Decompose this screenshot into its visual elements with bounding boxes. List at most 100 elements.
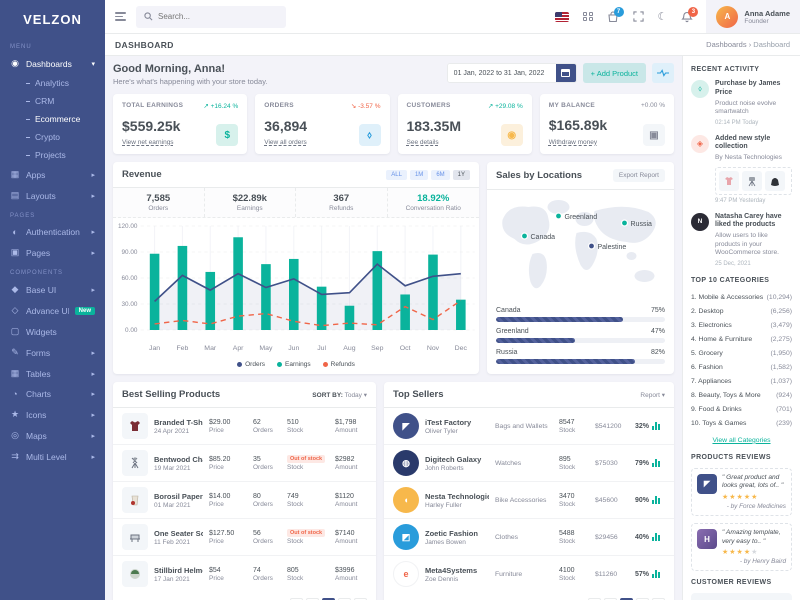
topbar: 7 ☾ 3 A Anna Adame Founder: [105, 0, 800, 34]
best-selling-title: Best Selling Products: [122, 389, 221, 400]
activity-thumb-camera[interactable]: [742, 170, 762, 191]
notifications-button[interactable]: 3: [681, 6, 699, 23]
prev-page-button[interactable]: ←: [588, 598, 601, 600]
category-row[interactable]: 2. Desktop (6,256): [691, 308, 792, 316]
map-marker-palestine[interactable]: Palestine: [587, 242, 627, 251]
sidebar-item-maps[interactable]: ◎ Maps ▸: [11, 430, 95, 441]
hamburger-menu-button[interactable]: [115, 12, 126, 21]
next-page-button[interactable]: →: [354, 598, 367, 600]
chevron-right-icon: ▸: [91, 453, 95, 461]
dark-mode-button[interactable]: ☾: [658, 10, 668, 23]
sidebar-item-crypto[interactable]: Crypto: [0, 128, 105, 146]
sidebar-item-projects[interactable]: Projects: [0, 146, 105, 164]
calendar-button[interactable]: [555, 64, 576, 82]
category-row[interactable]: 7. Appliances (1,037): [691, 378, 792, 386]
table-row[interactable]: ◩ Zoetic Fashion James Bowen Clothes 5488…: [384, 519, 674, 556]
sidebar-item-apps[interactable]: ▦ Apps ▸: [10, 169, 95, 180]
category-row[interactable]: 6. Fashion (1,582): [691, 364, 792, 372]
sidebar-item-forms[interactable]: ✎ Forms ▸: [11, 347, 95, 358]
category-row[interactable]: 3. Electronics (3,479): [691, 322, 792, 330]
fullscreen-button[interactable]: [632, 11, 644, 22]
category-row[interactable]: 5. Grocery (1,950): [691, 350, 792, 358]
search-input[interactable]: [158, 12, 278, 21]
sidebar-item-authentication[interactable]: ◐ Authentication ▸: [0, 222, 105, 242]
page-button[interactable]: 1: [306, 598, 319, 600]
category-row[interactable]: 8. Beauty, Toys & More (924): [691, 392, 792, 400]
sidebar-item-advance-ui[interactable]: ◇ Advance UI New: [0, 300, 105, 321]
sidebar-item-charts[interactable]: ◔ Charts ▸: [0, 384, 105, 404]
seller-company: iTest Factory: [425, 417, 472, 427]
chevron-right-icon: ▸: [91, 192, 95, 200]
activity-item[interactable]: ◈ Added new style collection By Nesta Te…: [691, 134, 792, 204]
activity-item[interactable]: N Natasha Carey have liked the products …: [691, 212, 792, 267]
product-review-card[interactable]: H " Amazing template, very easy to.. " ★…: [691, 523, 792, 572]
sort-by-dropdown[interactable]: SORT BY: Today ▾: [312, 391, 367, 399]
map-marker-greenland[interactable]: Greenland: [554, 212, 598, 221]
sidebar-item-dashboards[interactable]: ◉ Dashboards ▾: [11, 58, 95, 69]
page-button[interactable]: 1: [604, 598, 617, 600]
page-button[interactable]: 3: [636, 598, 649, 600]
user-menu[interactable]: A Anna Adame Founder: [706, 0, 800, 33]
sidebar-item-ecommerce[interactable]: Ecommerce: [0, 110, 105, 128]
table-row[interactable]: Borosil Paper Cup01 Mar 2021 $14.00Price…: [113, 482, 376, 519]
sidebar-item-tables[interactable]: ▦ Tables ▸: [10, 368, 95, 379]
kpi-link[interactable]: Withdraw money: [548, 139, 598, 146]
chevron-right-icon: ▸: [91, 349, 95, 357]
next-page-button[interactable]: →: [652, 598, 665, 600]
activity-button[interactable]: [652, 63, 674, 83]
product-date: 24 Apr 2021: [154, 427, 190, 435]
sidebar-item-pages[interactable]: ▣ Pages ▸: [10, 247, 95, 258]
table-row[interactable]: Branded T-Shirts24 Apr 2021 $29.00Price …: [113, 408, 376, 445]
range-1y-button[interactable]: 1Y: [452, 169, 470, 180]
page-button[interactable]: 3: [338, 598, 351, 600]
view-all-categories-link[interactable]: View all Categories: [712, 436, 771, 444]
kpi-link[interactable]: View net earnings: [122, 139, 174, 146]
sidebar-item-base-ui[interactable]: ◆ Base UI ▸: [11, 284, 95, 295]
table-row[interactable]: One Seater Sofa11 Feb 2021 $127.50Price …: [113, 519, 376, 556]
svg-text:Feb: Feb: [176, 345, 188, 352]
map-marker-russia[interactable]: Russia: [620, 219, 653, 228]
language-flag-button[interactable]: [555, 11, 570, 22]
range-6m-button[interactable]: 6M: [431, 169, 450, 180]
export-report-button[interactable]: Export Report: [612, 169, 665, 182]
activity-thumb-bag[interactable]: [765, 170, 785, 191]
table-row[interactable]: ◍ Digitech Galaxy John Roberts Watches 89…: [384, 445, 674, 482]
cart-button[interactable]: 7: [607, 6, 624, 23]
svg-text:May: May: [259, 345, 273, 352]
map-marker-canada[interactable]: Canada: [520, 232, 556, 241]
table-row[interactable]: e Meta4Systems Zoe Dennis Furniture 4100 S…: [384, 556, 674, 592]
sidebar-item-widgets[interactable]: ▢ Widgets: [10, 326, 57, 337]
breadcrumb-parent[interactable]: Dashboards: [706, 40, 747, 49]
page-button-active[interactable]: 2: [322, 598, 335, 600]
app-logo[interactable]: VELZON: [23, 12, 82, 27]
prev-page-button[interactable]: ←: [290, 598, 303, 600]
kpi-row: TOTAL EARNINGS ↗ +16.24 % $559.25k View n…: [113, 94, 674, 154]
category-row[interactable]: 1. Mobile & Accessories (10,294): [691, 294, 792, 302]
category-row[interactable]: 4. Home & Furniture (2,275): [691, 336, 792, 344]
category-row[interactable]: 9. Food & Drinks (701): [691, 406, 792, 414]
report-dropdown[interactable]: Report ▾: [640, 391, 665, 399]
web-apps-button[interactable]: [583, 11, 593, 22]
kpi-link[interactable]: See details: [406, 139, 439, 146]
activity-thumb-jacket[interactable]: [719, 170, 739, 191]
product-review-card[interactable]: ◤ " Great product and looks great, lots …: [691, 467, 792, 516]
date-range-input[interactable]: [447, 64, 556, 82]
range-all-button[interactable]: ALL: [386, 169, 407, 180]
sidebar-item-multi-level[interactable]: ⇉ Multi Level ▸: [11, 451, 95, 462]
tables-icon: ▦: [10, 368, 20, 378]
reviewer-logo: ◤: [697, 473, 717, 494]
kpi-link[interactable]: View all orders: [264, 139, 307, 146]
sidebar-item-layouts[interactable]: ▤ Layouts ▸: [10, 190, 95, 201]
category-row[interactable]: 10. Toys & Games (239): [691, 420, 792, 428]
sidebar-item-analytics[interactable]: Analytics: [0, 74, 105, 92]
sidebar-item-crm[interactable]: CRM: [0, 92, 105, 110]
table-row[interactable]: ◖ Nesta Technologies Harley Fuller Bike A…: [384, 482, 674, 519]
range-1m-button[interactable]: 1M: [409, 169, 429, 180]
add-product-button[interactable]: + Add Product: [582, 63, 646, 83]
table-row[interactable]: ◤ iTest Factory Oliver Tyler Bags and Wal…: [384, 408, 674, 445]
activity-item[interactable]: ⬨ Purchase by James Price Product noise …: [691, 80, 792, 126]
sidebar-item-icons[interactable]: ★ Icons ▸: [10, 409, 95, 420]
page-button-active[interactable]: 2: [620, 598, 633, 600]
